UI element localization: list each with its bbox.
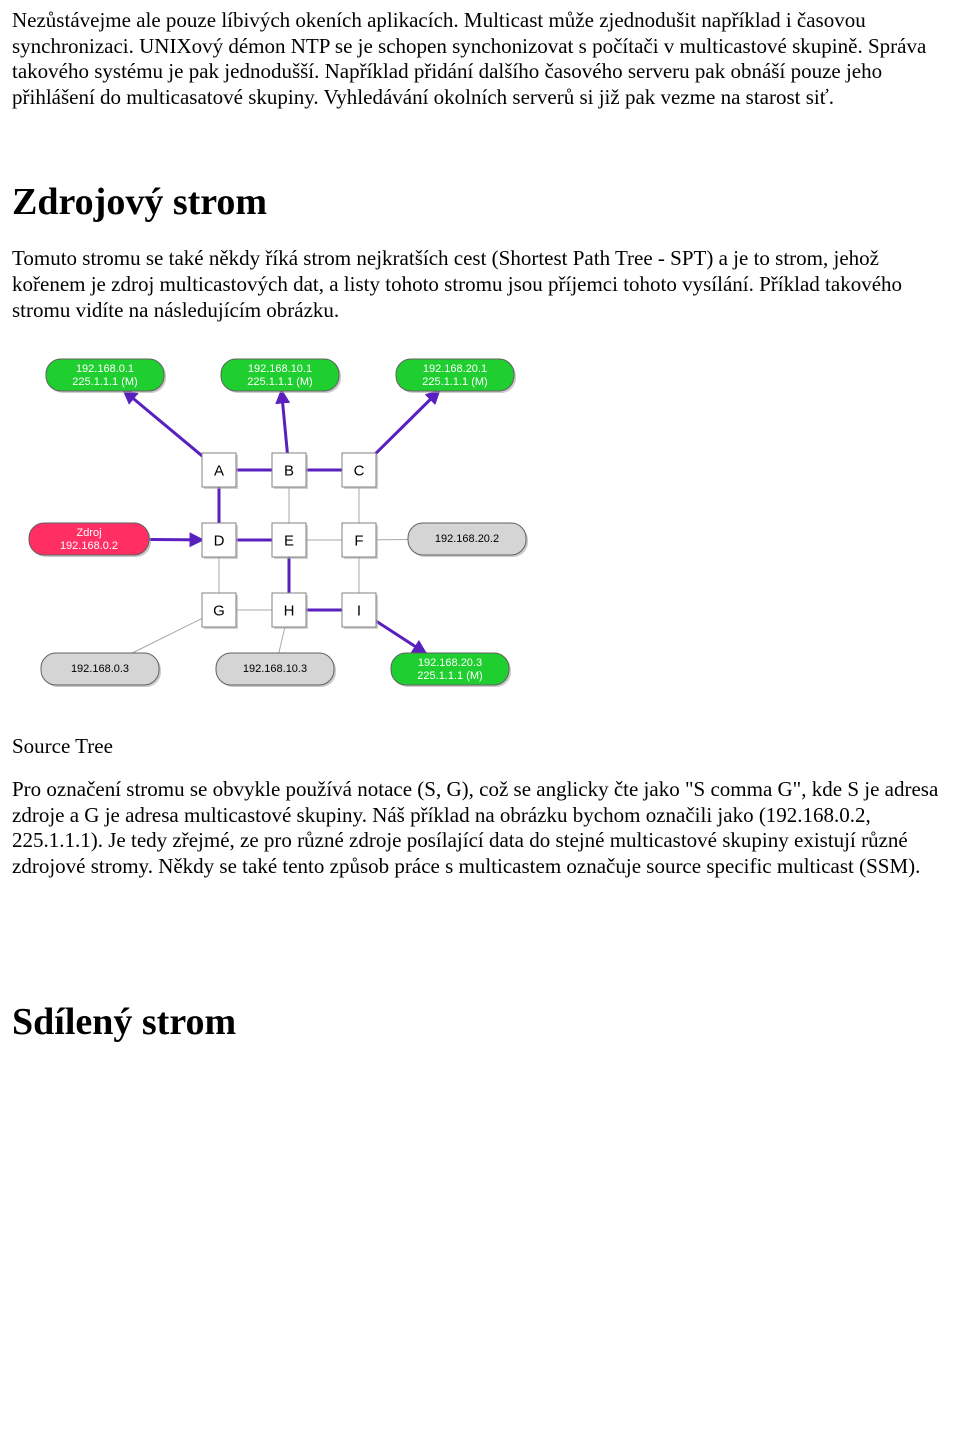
svg-text:A: A xyxy=(214,463,224,480)
svg-text:192.168.0.3: 192.168.0.3 xyxy=(71,663,129,675)
svg-text:D: D xyxy=(214,533,225,550)
svg-text:Zdroj: Zdroj xyxy=(76,527,101,539)
source-tree-diagram: 192.168.0.1225.1.1.1 (M)192.168.10.1225.… xyxy=(12,353,948,698)
svg-text:192.168.20.1: 192.168.20.1 xyxy=(423,363,487,375)
source-tree-paragraph: Tomuto stromu se také někdy říká strom n… xyxy=(12,246,948,323)
svg-text:H: H xyxy=(284,603,295,620)
svg-text:B: B xyxy=(284,463,294,480)
svg-text:225.1.1.1 (M): 225.1.1.1 (M) xyxy=(422,376,487,388)
svg-text:192.168.20.2: 192.168.20.2 xyxy=(435,533,499,545)
svg-text:192.168.20.3: 192.168.20.3 xyxy=(418,657,482,669)
notation-paragraph: Pro označení stromu se obvykle používá n… xyxy=(12,777,948,879)
svg-text:G: G xyxy=(213,603,225,620)
svg-text:192.168.0.2: 192.168.0.2 xyxy=(60,540,118,552)
heading-source-tree: Zdrojový strom xyxy=(12,180,948,224)
svg-text:E: E xyxy=(284,533,294,550)
svg-text:192.168.10.1: 192.168.10.1 xyxy=(248,363,312,375)
svg-text:225.1.1.1 (M): 225.1.1.1 (M) xyxy=(247,376,312,388)
diagram-caption: Source Tree xyxy=(12,734,948,759)
svg-text:192.168.0.1: 192.168.0.1 xyxy=(76,363,134,375)
heading-shared-tree: Sdílený strom xyxy=(12,1000,948,1044)
svg-text:225.1.1.1 (M): 225.1.1.1 (M) xyxy=(72,376,137,388)
svg-text:I: I xyxy=(357,603,361,620)
intro-paragraph: Nezůstávejme ale pouze líbivých okeních … xyxy=(12,8,948,110)
network-diagram-svg: 192.168.0.1225.1.1.1 (M)192.168.10.1225.… xyxy=(12,353,557,698)
svg-text:192.168.10.3: 192.168.10.3 xyxy=(243,663,307,675)
svg-text:F: F xyxy=(354,533,363,550)
svg-text:C: C xyxy=(354,463,365,480)
svg-text:225.1.1.1 (M): 225.1.1.1 (M) xyxy=(417,670,482,682)
